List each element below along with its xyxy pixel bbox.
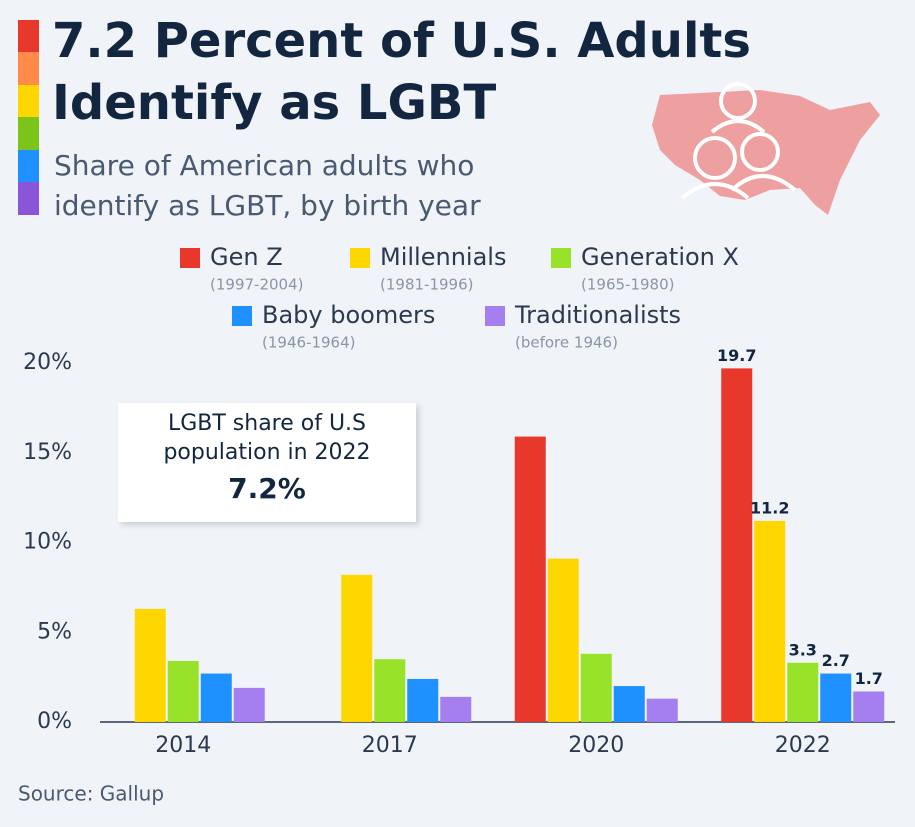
legend-label: Millennials [380, 243, 506, 271]
y-tick-label: 15% [23, 440, 72, 465]
x-tick-label: 2022 [775, 733, 831, 758]
map-icon [652, 82, 880, 215]
bar [853, 691, 885, 722]
value-label: 1.7 [855, 669, 883, 688]
legend-swatch [485, 306, 505, 326]
legend-label: Gen Z [210, 243, 283, 271]
bar [580, 653, 612, 722]
legend-swatch [551, 248, 571, 268]
legend-label: Traditionalists [514, 301, 681, 329]
bar [613, 686, 645, 722]
y-tick-label: 0% [37, 709, 72, 734]
legend-label: Baby boomers [262, 301, 435, 329]
legend-years: (1965-1980) [581, 276, 674, 294]
legend-swatch [232, 306, 252, 326]
legend-label: Generation X [581, 243, 739, 271]
bar [787, 662, 819, 722]
x-tick-label: 2017 [362, 733, 418, 758]
bar [721, 368, 753, 722]
bar [820, 673, 852, 722]
title: 7.2 Percent of U.S. Adults Identify as L… [52, 13, 751, 131]
source: Source: Gallup [18, 782, 164, 806]
bar [134, 608, 166, 722]
bar [374, 659, 406, 722]
subtitle: Share of American adults who identify as… [54, 149, 481, 222]
legend-swatch [350, 248, 370, 268]
annotation-text: LGBT share of U.S [168, 411, 366, 436]
legend-years: (before 1946) [515, 334, 618, 352]
bar [233, 687, 265, 722]
value-label: 2.7 [822, 651, 850, 670]
bar [407, 678, 439, 722]
bar [646, 698, 678, 722]
legend-years: (1946-1964) [262, 334, 355, 352]
value-label: 19.7 [717, 346, 756, 365]
y-tick-label: 20% [23, 350, 72, 375]
value-label: 3.3 [789, 640, 817, 659]
value-label: 11.2 [750, 498, 789, 517]
x-tick-label: 2020 [568, 733, 624, 758]
annotation-box [118, 403, 416, 522]
bar [341, 574, 373, 722]
bar [200, 673, 232, 722]
annotation-value: 7.2% [228, 472, 306, 505]
legend-swatch [180, 248, 200, 268]
bar [440, 696, 472, 722]
legend-years: (1981-1996) [380, 276, 473, 294]
x-tick-label: 2014 [155, 733, 211, 758]
y-tick-label: 5% [37, 619, 72, 644]
annotation-text: population in 2022 [163, 440, 370, 465]
bar [754, 520, 786, 722]
y-tick-label: 10% [23, 530, 72, 555]
bar [167, 660, 199, 722]
rainbow-bar [18, 20, 39, 215]
legend-years: (1997-2004) [210, 276, 303, 294]
bar [514, 436, 546, 722]
bar [547, 558, 579, 722]
